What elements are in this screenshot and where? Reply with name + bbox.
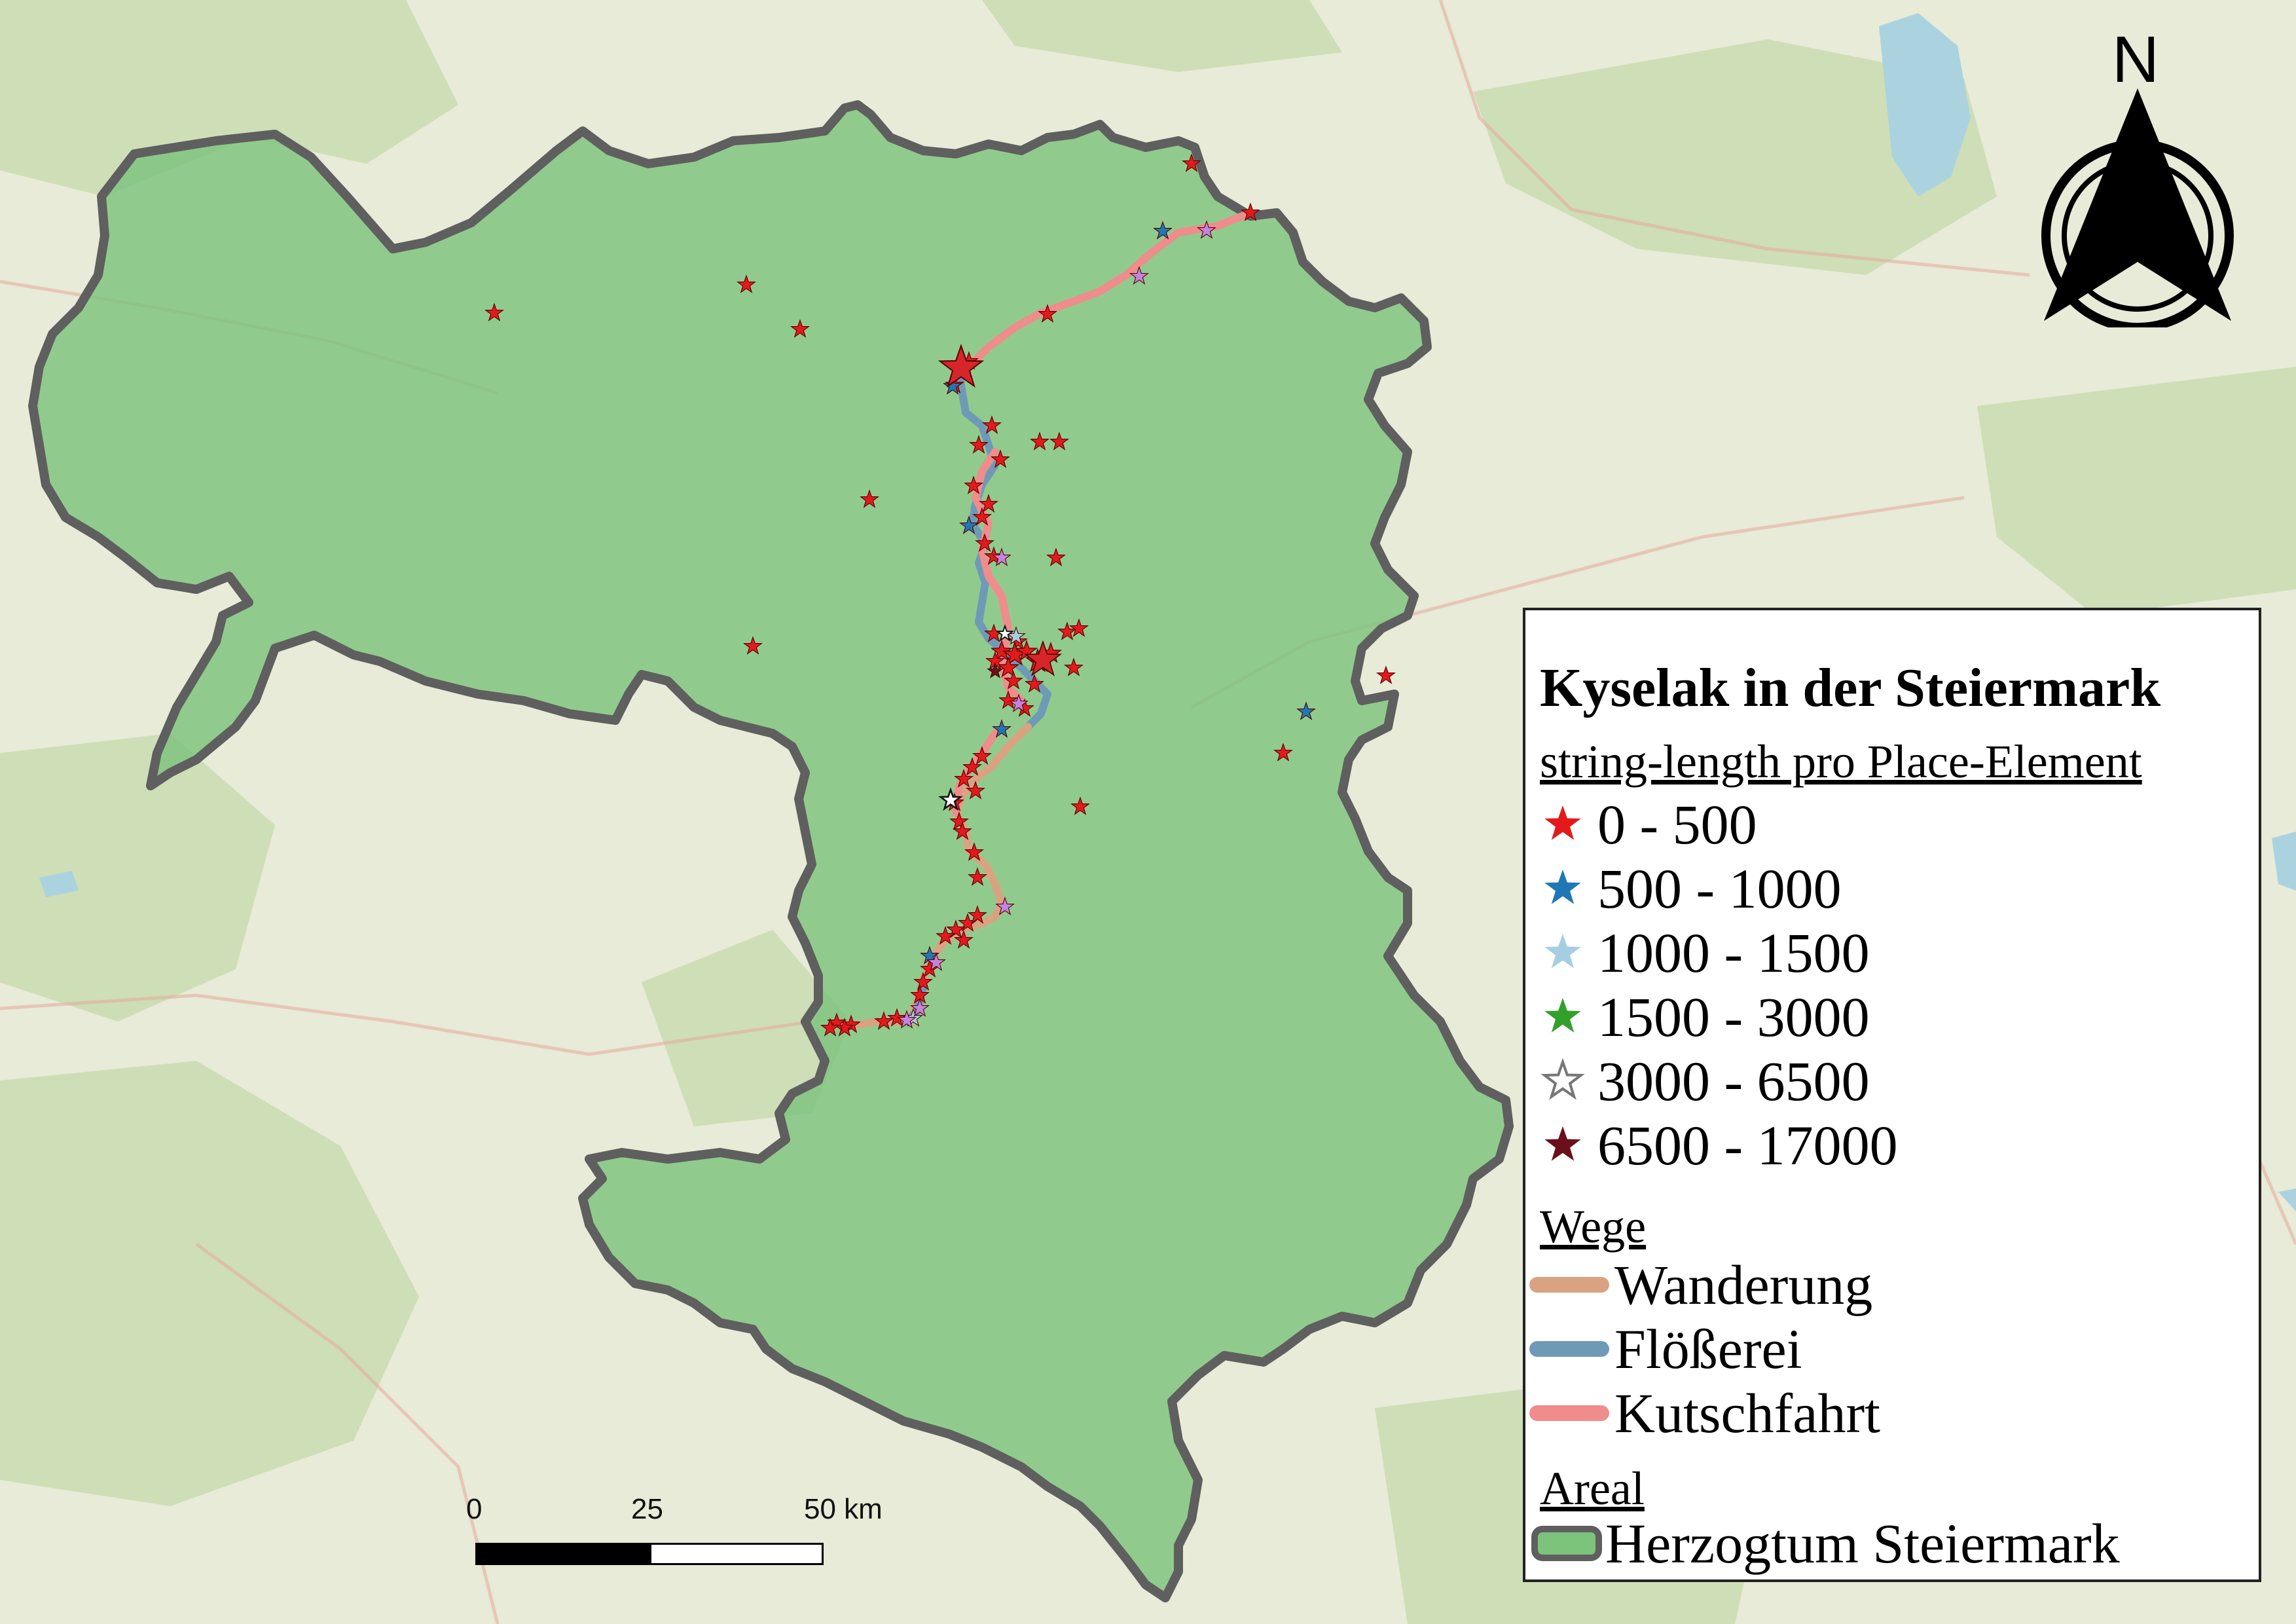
line-swatch-icon xyxy=(1529,1277,1609,1293)
legend-routes-heading: Wege xyxy=(1540,1200,1647,1253)
north-label: N xyxy=(2112,23,2159,96)
route-kutschfahrt-north[interactable] xyxy=(955,209,1254,377)
legend-class-3: 1500 - 3000 xyxy=(1540,986,1870,1048)
lakes xyxy=(39,13,2296,1211)
legend-class-1: 500 - 1000 xyxy=(1540,857,1842,920)
legend-route-label: Flößerei xyxy=(1614,1318,1802,1380)
legend-route-0: Wanderung xyxy=(1527,1253,1872,1316)
area-swatch-icon xyxy=(1531,1526,1602,1561)
legend-class-4: 3000 - 6500 xyxy=(1540,1050,1870,1113)
legend-route-label: Wanderung xyxy=(1614,1253,1873,1316)
star-icon xyxy=(1544,1126,1581,1161)
line-swatch-icon xyxy=(1529,1405,1609,1421)
legend-area-heading: Areal xyxy=(1540,1462,1645,1515)
legend-area-label: Herzogtum Steiermark xyxy=(1605,1512,2120,1575)
legend-class-label: 1500 - 3000 xyxy=(1597,986,1870,1048)
north-arrow-icon: N xyxy=(2041,23,2234,332)
legend-route-2: Kutschfahrt xyxy=(1527,1382,1880,1445)
legend-class-label: 0 - 500 xyxy=(1597,793,1757,856)
legend-title: Kyselak in der Steiermark xyxy=(1540,657,2161,718)
route-flosserei-muerz[interactable] xyxy=(955,369,1051,731)
legend-area-item: Herzogtum Steiermark xyxy=(1531,1512,2120,1575)
star-icon xyxy=(1544,997,1581,1033)
legend-subtitle: string-length pro Place-Element xyxy=(1540,735,2142,788)
star-icon xyxy=(1544,805,1581,840)
scale-segment-white xyxy=(649,1543,824,1565)
legend-class-label: 1000 - 1500 xyxy=(1597,921,1870,984)
legend-class-label: 3000 - 6500 xyxy=(1597,1050,1870,1113)
line-swatch-icon xyxy=(1529,1341,1609,1357)
legend-class-5: 6500 - 17000 xyxy=(1540,1114,1898,1177)
legend-class-2: 1000 - 1500 xyxy=(1540,921,1870,984)
scale-tick-0: 0 xyxy=(466,1493,483,1525)
star-outline-icon xyxy=(1540,1058,1586,1104)
herzogtum-steiermark-area[interactable] xyxy=(28,100,1514,1602)
legend-route-label: Kutschfahrt xyxy=(1614,1382,1880,1445)
star-icon xyxy=(1544,869,1581,904)
legend-class-0: 0 - 500 xyxy=(1540,793,1757,856)
star-icon xyxy=(1544,933,1581,969)
legend-class-label: 6500 - 17000 xyxy=(1597,1114,1898,1177)
legend: Kyselak in der Steiermark string-length … xyxy=(1523,608,2261,1582)
scale-tick-25: 25 xyxy=(631,1493,663,1525)
scale-bar: 0 25 50 km xyxy=(458,1493,883,1578)
north-arrow: N xyxy=(2036,13,2252,332)
scale-tick-50: 50 km xyxy=(804,1493,883,1525)
legend-class-label: 500 - 1000 xyxy=(1597,857,1842,920)
legend-route-1: Flößerei xyxy=(1527,1318,1802,1380)
scale-segment-black xyxy=(475,1543,651,1565)
